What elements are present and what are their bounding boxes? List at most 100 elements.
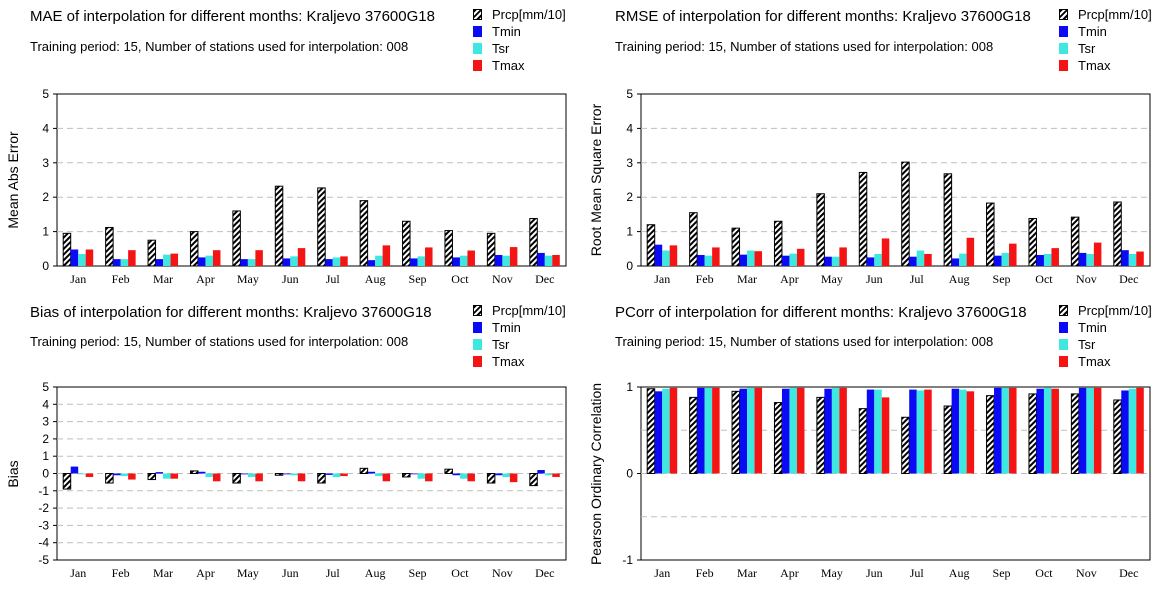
x-tick-label: Dec bbox=[535, 272, 554, 286]
legend-label: Tmin bbox=[492, 320, 521, 335]
bar-tmin bbox=[909, 389, 917, 474]
bar-tsr bbox=[831, 387, 840, 474]
bar-tmax bbox=[297, 473, 306, 482]
x-tick-label: Jun bbox=[282, 566, 299, 580]
bar-tmax bbox=[382, 245, 391, 266]
bar-tmin bbox=[452, 257, 460, 266]
bar-tsr bbox=[874, 253, 882, 266]
bar-tmax bbox=[509, 473, 518, 483]
bar-tmin bbox=[367, 471, 376, 474]
legend-swatch bbox=[1059, 305, 1068, 316]
x-tick-label: Apr bbox=[196, 272, 215, 286]
bar-tmax bbox=[212, 250, 221, 266]
bar-prcpmm bbox=[232, 210, 241, 267]
bar-tmin bbox=[113, 259, 121, 266]
bar-tmin bbox=[70, 249, 79, 266]
legend-label: Tmin bbox=[492, 24, 521, 39]
y-tick-label: 2 bbox=[626, 190, 633, 204]
x-tick-label: Mar bbox=[153, 272, 173, 286]
y-axis-label: Pearson Ordinary Correlation bbox=[588, 383, 604, 565]
bar-tsr bbox=[747, 250, 755, 266]
bar-prcpmm bbox=[189, 231, 199, 267]
bar-tsr bbox=[78, 473, 86, 475]
bar-tmax bbox=[467, 473, 475, 482]
bar-prcpmm bbox=[646, 388, 656, 474]
chart-legend: Prcp[mm/10] Tmin Tsr Tmax bbox=[1059, 6, 1152, 74]
bar-prcpmm bbox=[317, 473, 326, 484]
bar-tsr bbox=[332, 473, 341, 477]
bar-tsr bbox=[290, 473, 298, 476]
bar-tmin bbox=[781, 388, 790, 474]
bar-tmin bbox=[197, 471, 206, 474]
bar-tmax bbox=[382, 473, 391, 482]
bar-prcpmm bbox=[816, 396, 825, 474]
legend-label: Tmax bbox=[492, 354, 525, 369]
y-tick-label: -4 bbox=[38, 536, 49, 550]
y-tick-label: 1 bbox=[626, 380, 633, 394]
x-tick-label: Jun bbox=[866, 566, 883, 580]
bar-tsr bbox=[332, 257, 341, 266]
bar-tsr bbox=[205, 473, 213, 477]
bar-prcpmm bbox=[486, 473, 496, 484]
bar-prcpmm bbox=[943, 405, 953, 474]
bar-tmin bbox=[452, 473, 460, 476]
bar-tmax bbox=[881, 238, 890, 266]
bar-tmin bbox=[654, 244, 663, 266]
chart-plot-rmse: 0 1 2 3 4 5 Root Mean Square Error Jan Feb Mar Apr… bbox=[588, 87, 1151, 286]
y-axis-label: Bias bbox=[5, 460, 21, 487]
bar-tmax bbox=[1093, 387, 1102, 474]
y-tick-label: -5 bbox=[38, 553, 49, 567]
bar-tsr bbox=[120, 259, 129, 266]
chart-title: Bias of interpolation for different mont… bbox=[30, 304, 432, 321]
bar-tsr bbox=[375, 473, 383, 477]
x-tick-label: Aug bbox=[365, 566, 386, 580]
y-tick-label: 3 bbox=[42, 415, 49, 429]
x-tick-label: Aug bbox=[949, 272, 970, 286]
bar-tsr bbox=[1001, 387, 1010, 474]
legend-item-tmax: Tmax bbox=[473, 57, 566, 74]
bar-tmin bbox=[197, 257, 206, 266]
y-tick-label: 4 bbox=[626, 121, 633, 135]
chart-subtitle: Training period: 15, Number of stations … bbox=[30, 334, 409, 349]
legend-swatch bbox=[473, 43, 482, 54]
bar-tmax bbox=[669, 387, 678, 474]
bar-tmax bbox=[1093, 242, 1102, 266]
bar-tsr bbox=[375, 255, 383, 266]
bar-tmax bbox=[170, 473, 179, 479]
bar-tmax bbox=[85, 473, 94, 477]
x-tick-label: Mar bbox=[737, 272, 757, 286]
bar-tsr bbox=[502, 255, 510, 266]
bar-tsr bbox=[290, 256, 298, 266]
bar-tsr bbox=[1128, 253, 1137, 266]
bar-tsr bbox=[1001, 252, 1010, 266]
bar-tmin bbox=[537, 470, 545, 474]
bar-prcpmm bbox=[189, 470, 199, 474]
x-tick-label: Oct bbox=[1035, 272, 1053, 286]
x-tick-label: May bbox=[821, 272, 843, 286]
legend-label: Prcp[mm/10] bbox=[492, 303, 566, 318]
legend-label: Tmax bbox=[1078, 58, 1111, 73]
chart-panel-rmse: RMSE of interpolation for different mont… bbox=[583, 0, 1167, 295]
x-tick-label: Sep bbox=[993, 566, 1011, 580]
bar-tsr bbox=[704, 255, 713, 266]
y-tick-label: 5 bbox=[42, 87, 49, 101]
bar-tmin bbox=[994, 255, 1002, 266]
legend-swatch bbox=[1059, 356, 1068, 367]
x-tick-label: Feb bbox=[696, 272, 714, 286]
legend-item-tmin: Tmin bbox=[473, 319, 566, 336]
chart-plot-mae: 0 1 2 3 4 5 Mean Abs Error Jan Feb Mar Apr May Jun Ju… bbox=[5, 87, 567, 286]
bar-tmax bbox=[1136, 251, 1144, 266]
bar-prcpmm bbox=[147, 473, 157, 481]
y-tick-label: 1 bbox=[626, 225, 633, 239]
legend-label: Prcp[mm/10] bbox=[492, 7, 566, 22]
x-tick-label: Sep bbox=[409, 272, 427, 286]
bar-tmax bbox=[712, 247, 720, 266]
bar-prcpmm bbox=[486, 232, 496, 267]
bar-tsr bbox=[1086, 253, 1094, 266]
legend-label: Tmin bbox=[1078, 24, 1107, 39]
legend-label: Tmin bbox=[1078, 320, 1107, 335]
x-tick-label: May bbox=[237, 272, 259, 286]
legend-item-tsr: Tsr bbox=[1059, 336, 1152, 353]
bar-tmin bbox=[866, 389, 875, 474]
bar-tmin bbox=[1078, 387, 1087, 474]
